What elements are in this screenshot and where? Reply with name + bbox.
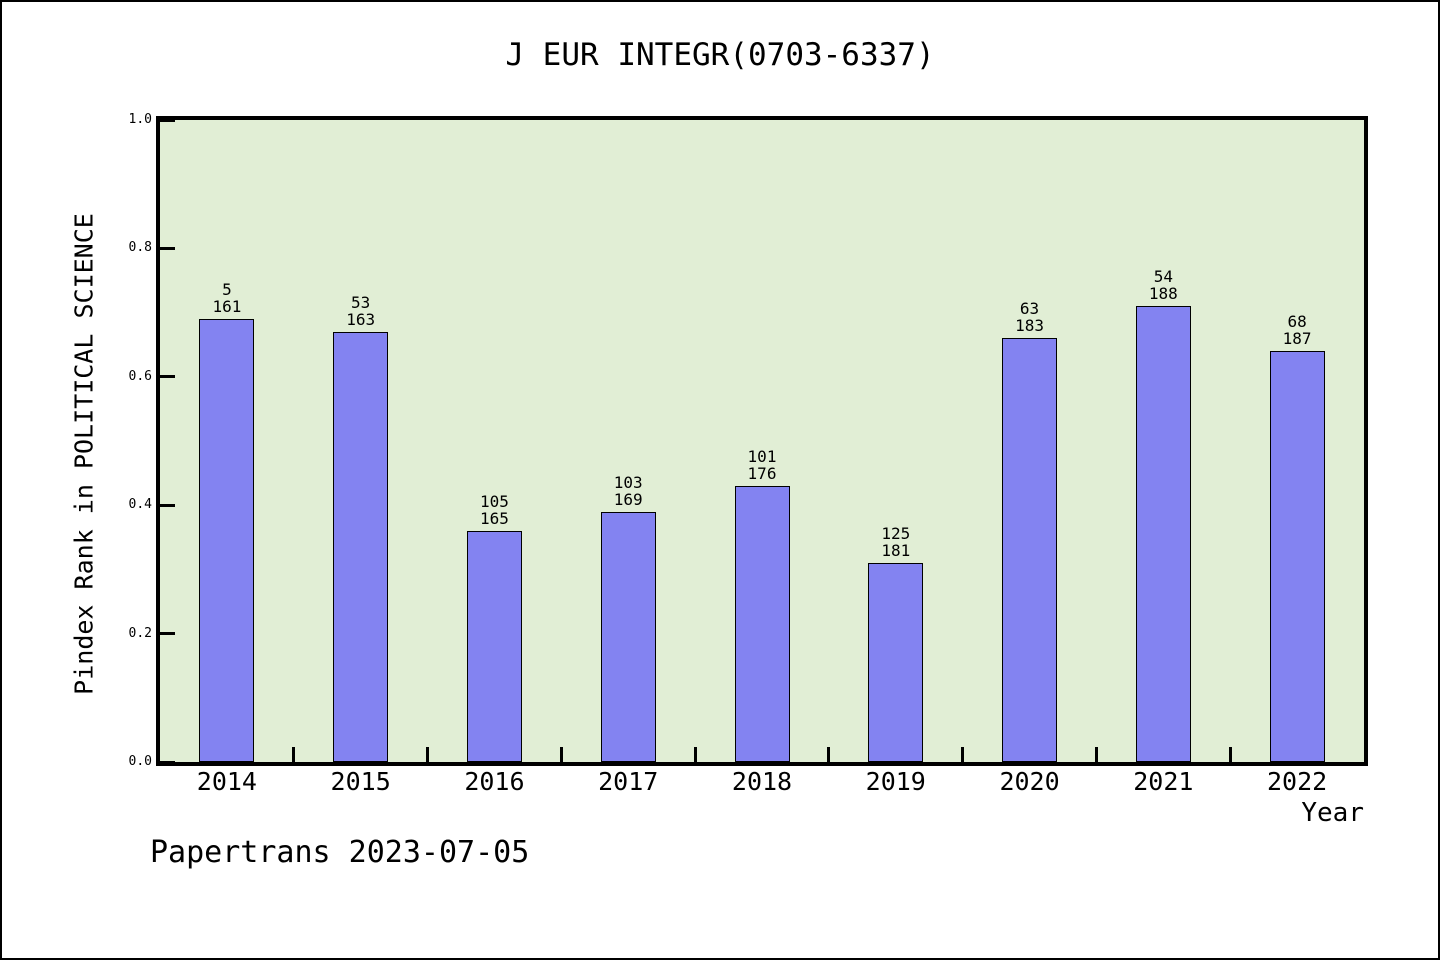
y-axis-label: Pindex Rank in POLITICAL SCIENCE <box>69 213 99 695</box>
y-tick-mark <box>160 118 175 122</box>
x-tick-label-2017: 2017 <box>598 767 659 796</box>
plot-inner: 5 161 53 163 105 165 103 169 101 176 125 181 6… <box>160 118 1364 764</box>
x-tick-mark <box>292 747 296 762</box>
watermark-text: Papertrans 2023-07-05 <box>150 835 530 870</box>
x-tick-label-2019: 2019 <box>865 767 926 796</box>
bar-value-label-2019: 125 181 <box>881 523 911 560</box>
y-tick-label: 0.4 <box>128 497 152 513</box>
bar-value-label-2021: 54 188 <box>1148 267 1178 304</box>
y-tick-label: 0.8 <box>128 240 152 256</box>
bar-2021 <box>1135 306 1191 762</box>
x-tick-label-2016: 2016 <box>464 767 525 796</box>
x-tick-label-2021: 2021 <box>1133 767 1194 796</box>
x-tick-label-2015: 2015 <box>330 767 391 796</box>
bar-2017 <box>600 511 656 762</box>
x-tick-label-2014: 2014 <box>196 767 257 796</box>
bar-2014 <box>199 319 255 762</box>
y-tick-mark <box>160 632 175 636</box>
x-tick-mark <box>961 747 965 762</box>
bar-value-label-2020: 63 183 <box>1015 299 1044 336</box>
y-tick-mark <box>160 246 175 250</box>
x-tick-mark <box>426 747 430 762</box>
bar-2015 <box>333 331 389 762</box>
plot-area: 5 161 53 163 105 165 103 169 101 176 125 181 6… <box>156 116 1368 766</box>
y-tick-mark <box>160 503 175 507</box>
bar-2016 <box>466 530 522 762</box>
x-tick-label-2022: 2022 <box>1267 767 1328 796</box>
bar-2018 <box>734 485 790 762</box>
y-tick-mark <box>160 375 175 379</box>
y-tick-label: 0.6 <box>128 368 152 384</box>
bar-value-label-2014: 5 161 <box>212 280 242 317</box>
y-tick-label: 1.0 <box>128 112 152 127</box>
bar-value-label-2018: 101 176 <box>747 446 777 483</box>
bar-value-label-2022: 68 187 <box>1282 312 1312 349</box>
bar-value-label-2015: 53 163 <box>346 292 376 329</box>
chart-title: J EUR INTEGR(0703-6337) <box>505 37 935 73</box>
y-tick-mark <box>160 760 175 764</box>
y-tick-label: 0.2 <box>128 625 152 641</box>
y-tick-label: 0.0 <box>128 754 152 769</box>
x-tick-mark <box>827 747 831 762</box>
x-axis-label: Year <box>1301 798 1364 828</box>
x-tick-label-2018: 2018 <box>731 767 793 796</box>
x-tick-mark <box>1228 747 1232 762</box>
x-tick-label-2020: 2020 <box>999 767 1060 796</box>
bar-2022 <box>1269 351 1325 762</box>
bar-2019 <box>868 562 924 762</box>
bar-2020 <box>1002 338 1058 762</box>
x-tick-mark <box>693 747 697 762</box>
bar-value-label-2017: 103 169 <box>613 472 643 509</box>
x-tick-mark <box>559 747 563 762</box>
bar-value-label-2016: 105 165 <box>479 491 509 528</box>
x-tick-mark <box>1094 747 1098 762</box>
